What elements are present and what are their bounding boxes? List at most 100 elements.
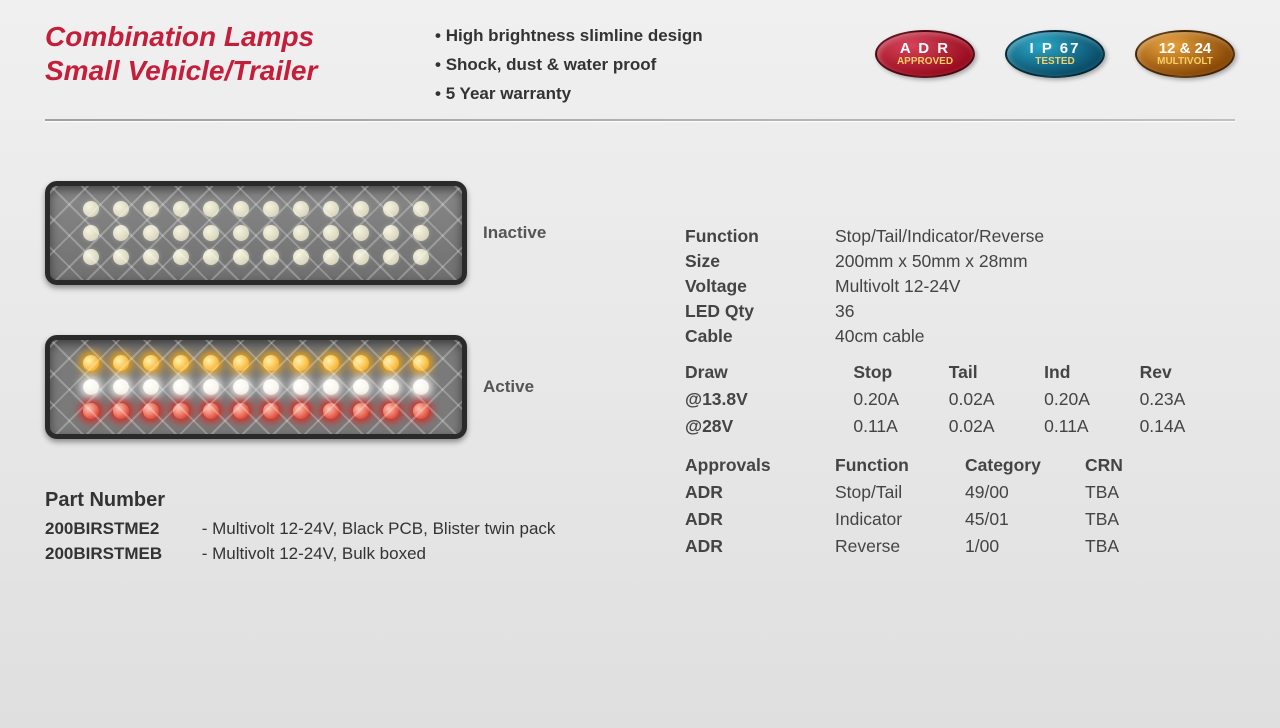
draw-cell: 0.20A bbox=[1044, 386, 1139, 413]
approvals-cell: 49/00 bbox=[965, 479, 1085, 506]
led-off bbox=[383, 201, 399, 217]
draw-row-key: @13.8V bbox=[685, 386, 853, 413]
led-off bbox=[293, 249, 309, 265]
bullet-item: • 5 Year warranty bbox=[435, 80, 785, 109]
led-amber bbox=[353, 355, 369, 371]
led-off bbox=[203, 249, 219, 265]
bullet-item: • Shock, dust & water proof bbox=[435, 51, 785, 80]
led-white bbox=[203, 379, 219, 395]
spec-key: Size bbox=[685, 251, 835, 272]
approvals-cell: Reverse bbox=[835, 533, 965, 560]
led-red bbox=[203, 403, 219, 419]
led-off bbox=[353, 249, 369, 265]
title-block: Combination Lamps Small Vehicle/Trailer bbox=[45, 20, 395, 87]
led-off bbox=[173, 201, 189, 217]
led-amber bbox=[383, 355, 399, 371]
draw-cell: 0.11A bbox=[853, 413, 948, 440]
ip67-tested-badge: I P 67 TESTED bbox=[1005, 30, 1105, 78]
led-off bbox=[323, 249, 339, 265]
draw-cell: 0.20A bbox=[853, 386, 948, 413]
title-line-2: Small Vehicle/Trailer bbox=[45, 54, 395, 88]
approvals-cell: 1/00 bbox=[965, 533, 1085, 560]
led-red bbox=[143, 403, 159, 419]
approvals-table: ApprovalsFunctionCategoryCRNADRStop/Tail… bbox=[685, 452, 1235, 560]
spec-value: Multivolt 12-24V bbox=[835, 276, 1235, 297]
header-divider bbox=[45, 119, 1235, 121]
lamp-active-image bbox=[45, 335, 467, 439]
spec-value: Stop/Tail/Indicator/Reverse bbox=[835, 226, 1235, 247]
adr-approved-badge: A D R APPROVED bbox=[875, 30, 975, 78]
approvals-header: Function bbox=[835, 452, 965, 479]
led-white bbox=[353, 379, 369, 395]
spec-key: LED Qty bbox=[685, 301, 835, 322]
lamp-active-row: Active bbox=[45, 335, 625, 439]
led-amber bbox=[173, 355, 189, 371]
led-off bbox=[233, 249, 249, 265]
spec-value: 200mm x 50mm x 28mm bbox=[835, 251, 1235, 272]
draw-cell: 0.11A bbox=[1044, 413, 1139, 440]
spec-value: 36 bbox=[835, 301, 1235, 322]
approvals-header: Approvals bbox=[685, 452, 835, 479]
draw-table: DrawStopTailIndRev@13.8V0.20A0.02A0.20A0… bbox=[685, 359, 1235, 440]
led-red bbox=[83, 403, 99, 419]
led-off bbox=[413, 249, 429, 265]
led-off bbox=[233, 225, 249, 241]
draw-cell: 0.02A bbox=[949, 386, 1044, 413]
led-white bbox=[83, 379, 99, 395]
led-white bbox=[113, 379, 129, 395]
led-off bbox=[383, 249, 399, 265]
approvals-header: Category bbox=[965, 452, 1085, 479]
led-off bbox=[113, 225, 129, 241]
led-red bbox=[353, 403, 369, 419]
specifications-column: FunctionStop/Tail/Indicator/ReverseSize2… bbox=[685, 181, 1235, 567]
spec-table: FunctionStop/Tail/Indicator/ReverseSize2… bbox=[685, 226, 1235, 347]
led-off bbox=[173, 249, 189, 265]
led-off bbox=[83, 201, 99, 217]
led-off bbox=[293, 201, 309, 217]
draw-header: Ind bbox=[1044, 359, 1139, 386]
led-off bbox=[383, 225, 399, 241]
led-white bbox=[263, 379, 279, 395]
draw-header: Rev bbox=[1140, 359, 1235, 386]
approvals-cell: 45/01 bbox=[965, 506, 1085, 533]
led-red bbox=[293, 403, 309, 419]
led-off bbox=[113, 201, 129, 217]
approvals-cell: TBA bbox=[1085, 506, 1235, 533]
led-red bbox=[113, 403, 129, 419]
led-amber bbox=[113, 355, 129, 371]
led-off bbox=[413, 201, 429, 217]
led-red bbox=[413, 403, 429, 419]
led-off bbox=[353, 201, 369, 217]
header-row: Combination Lamps Small Vehicle/Trailer … bbox=[45, 20, 1235, 109]
draw-cell: 0.23A bbox=[1140, 386, 1235, 413]
led-off bbox=[143, 225, 159, 241]
led-amber bbox=[203, 355, 219, 371]
led-white bbox=[383, 379, 399, 395]
led-off bbox=[203, 225, 219, 241]
certification-badges: A D R APPROVED I P 67 TESTED 12 & 24 MUL… bbox=[825, 20, 1235, 78]
led-off bbox=[323, 225, 339, 241]
approvals-cell: Indicator bbox=[835, 506, 965, 533]
led-off bbox=[83, 249, 99, 265]
led-white bbox=[173, 379, 189, 395]
draw-header: Stop bbox=[853, 359, 948, 386]
lamp-inactive-row: Inactive bbox=[45, 181, 625, 285]
led-red bbox=[323, 403, 339, 419]
approvals-row-key: ADR bbox=[685, 479, 835, 506]
part-number-line: 200BIRSTMEB - Multivolt 12-24V, Bulk box… bbox=[45, 541, 625, 567]
led-amber bbox=[323, 355, 339, 371]
spec-value: 40cm cable bbox=[835, 326, 1235, 347]
led-white bbox=[143, 379, 159, 395]
bullet-item: • High brightness slimline design bbox=[435, 22, 785, 51]
part-number-block: Part Number 200BIRSTME2 - Multivolt 12-2… bbox=[45, 489, 625, 567]
led-white bbox=[293, 379, 309, 395]
led-amber bbox=[413, 355, 429, 371]
spec-key: Voltage bbox=[685, 276, 835, 297]
approvals-row-key: ADR bbox=[685, 506, 835, 533]
spec-key: Function bbox=[685, 226, 835, 247]
led-white bbox=[323, 379, 339, 395]
led-off bbox=[233, 201, 249, 217]
approvals-header: CRN bbox=[1085, 452, 1235, 479]
led-off bbox=[263, 249, 279, 265]
led-amber bbox=[233, 355, 249, 371]
